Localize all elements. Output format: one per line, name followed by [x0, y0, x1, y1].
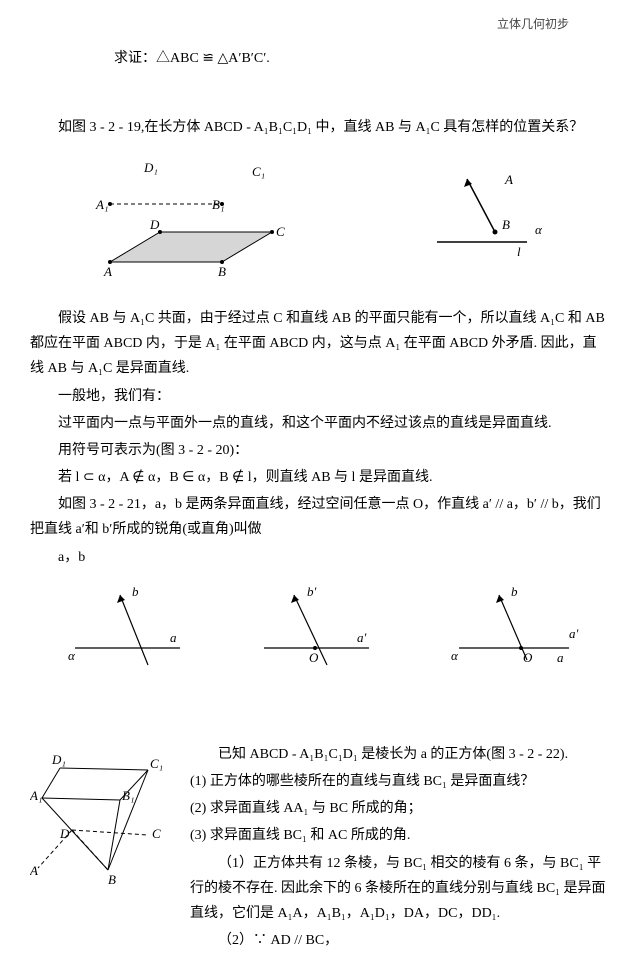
- svg-text:a: a: [170, 630, 177, 645]
- figure-cuboid: D₁ C₁ A₁ B₁ D C A B: [82, 154, 302, 284]
- label-D1: D₁: [143, 160, 158, 175]
- svg-text:B: B: [108, 872, 116, 887]
- label-B2: B: [502, 217, 510, 232]
- svg-text:b′: b′: [307, 584, 317, 599]
- svg-text:α: α: [451, 648, 459, 663]
- svg-text:a′: a′: [569, 626, 579, 641]
- example-q3: (3) 求异面直线 BC₁ 和 AC 所成的角.: [190, 823, 609, 848]
- body-p6: 如图 3 - 2 - 21，a，b 是两条异面直线，经过空间任意一点 O，作直线…: [30, 492, 609, 542]
- figure-skew-1: b a α: [50, 580, 200, 680]
- svg-text:b: b: [511, 584, 518, 599]
- svg-text:O: O: [523, 650, 533, 665]
- svg-text:A: A: [30, 863, 38, 878]
- label-l: l: [517, 244, 521, 259]
- svg-text:α: α: [68, 648, 76, 663]
- svg-text:C₁: C₁: [150, 756, 163, 771]
- label-C: C: [276, 224, 285, 239]
- body-p2: 一般地，我们有：: [30, 384, 609, 409]
- prove-line: 求证：△ABC ≌ △A′B′C′.: [114, 46, 609, 71]
- svg-text:a: a: [557, 650, 564, 665]
- figure-plane-line: A B α l: [407, 164, 557, 274]
- label-B: B: [218, 264, 226, 279]
- example-a2: （2）∵ AD // BC，: [190, 928, 609, 953]
- chapter-header: 立体几何初步: [30, 14, 609, 36]
- svg-text:D₁: D₁: [51, 752, 66, 767]
- example-intro: 已知 ABCD - A₁B₁C₁D₁ 是棱长为 a 的正方体(图 3 - 2 -…: [190, 742, 609, 767]
- label-A1: A₁: [95, 197, 108, 212]
- label-C1: C₁: [252, 164, 265, 179]
- svg-text:C: C: [152, 826, 161, 841]
- figure-skew-3: b a′ a O α: [429, 580, 589, 680]
- figure-cube-example: D₁ C₁ A₁ B₁ D C A B: [30, 740, 180, 890]
- svg-text:a′: a′: [357, 630, 367, 645]
- label-A2: A: [504, 172, 513, 187]
- body-p5: 若 l ⊂ α，A ∉ α，B ∈ α，B ∉ l，则直线 AB 与 l 是异面…: [30, 465, 609, 490]
- svg-text:A₁: A₁: [30, 788, 42, 803]
- example-q2: (2) 求异面直线 AA₁ 与 BC 所成的角；: [190, 796, 609, 821]
- svg-text:D: D: [59, 826, 70, 841]
- body-p7: a，b: [58, 545, 609, 570]
- body-p4: 用符号可表示为(图 3 - 2 - 20)：: [30, 438, 609, 463]
- svg-text:b: b: [132, 584, 139, 599]
- label-D: D: [149, 217, 160, 232]
- body-p1: 假设 AB 与 A₁C 共面，由于经过点 C 和直线 AB 的平面只能有一个，所…: [30, 306, 609, 382]
- figure-skew-2: b′ a′ O: [239, 580, 389, 680]
- question-1: 如图 3 - 2 - 19,在长方体 ABCD - A₁B₁C₁D₁ 中，直线 …: [30, 115, 609, 140]
- label-alpha: α: [535, 222, 543, 237]
- example-q1: (1) 正方体的哪些棱所在的直线与直线 BC₁ 是异面直线？: [190, 769, 609, 794]
- svg-text:O: O: [309, 650, 319, 665]
- svg-text:B₁: B₁: [122, 788, 134, 803]
- body-p3: 过平面内一点与平面外一点的直线，和这个平面内不经过该点的直线是异面直线.: [30, 411, 609, 436]
- label-A: A: [103, 264, 112, 279]
- example-a1: （1）正方体共有 12 条棱，与 BC₁ 相交的棱有 6 条，与 BC₁ 平行的…: [190, 851, 609, 927]
